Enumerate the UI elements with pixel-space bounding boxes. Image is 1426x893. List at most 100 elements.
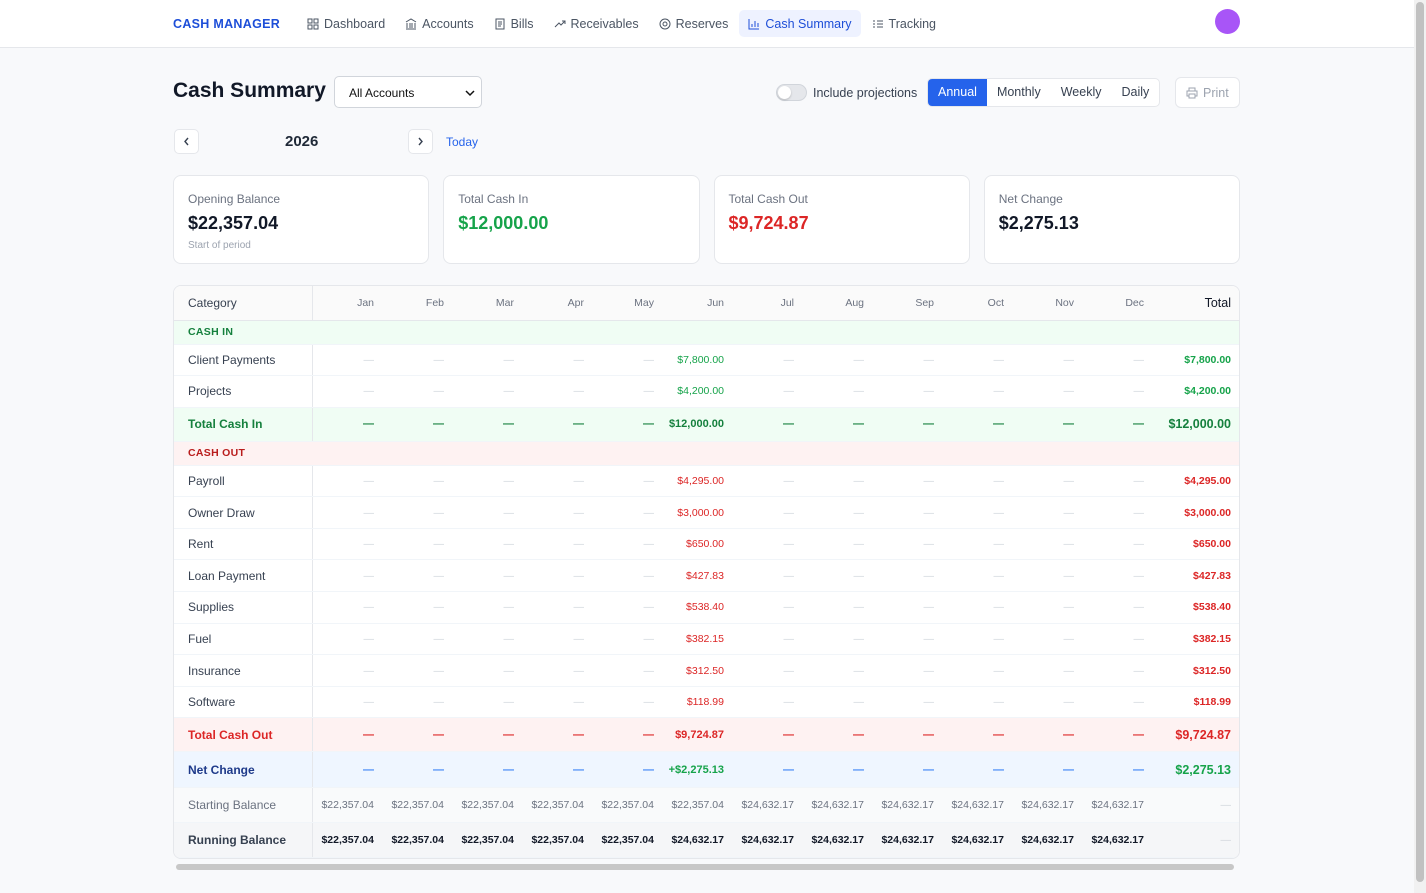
summary-card: Total Cash Out $9,724.87 bbox=[713, 175, 970, 264]
cell: — bbox=[452, 654, 522, 687]
cell: — bbox=[942, 559, 1012, 593]
header-row: Category Jan Feb Mar Apr May Jun Jul Aug Sep Oct No… bbox=[174, 286, 1239, 321]
cell: — bbox=[452, 344, 522, 377]
nav-label: Accounts bbox=[422, 16, 474, 31]
row-label: Insurance bbox=[174, 654, 313, 687]
nav-item[interactable]: Reserves bbox=[650, 10, 738, 37]
cell: — bbox=[312, 496, 382, 529]
cell: $4,295.00 bbox=[1152, 465, 1239, 498]
nav-label: Receivables bbox=[570, 16, 639, 31]
avatar[interactable] bbox=[1215, 9, 1240, 34]
today-link[interactable]: Today bbox=[446, 135, 479, 149]
cell: — bbox=[1012, 496, 1082, 529]
cell: $24,632.17 bbox=[662, 822, 732, 859]
cell: — bbox=[382, 717, 452, 753]
nav-item[interactable]: Accounts bbox=[396, 10, 482, 37]
section-row: CASH IN bbox=[174, 320, 1239, 345]
column-header: Dec bbox=[1082, 286, 1152, 321]
cell: — bbox=[1152, 787, 1239, 824]
cell: — bbox=[872, 407, 942, 442]
cell: $24,632.17 bbox=[1082, 822, 1152, 859]
period-tab[interactable]: Weekly bbox=[1060, 85, 1102, 99]
summary-card: Net Change $2,275.13 bbox=[983, 175, 1240, 264]
nav-item[interactable]: Dashboard bbox=[298, 10, 394, 37]
period-tab[interactable]: Daily bbox=[1121, 85, 1150, 99]
summary-cards: Opening Balance $22,357.04 Start of period… bbox=[173, 175, 1240, 264]
print-button[interactable]: Print bbox=[1175, 77, 1240, 108]
summary-card: Opening Balance $22,357.04 Start of period bbox=[173, 175, 430, 264]
cell: $538.40 bbox=[1152, 591, 1239, 624]
cell: — bbox=[592, 407, 662, 442]
cell: — bbox=[872, 591, 942, 624]
prev-year[interactable] bbox=[174, 129, 199, 154]
nav-items: Dashboard Accounts Bills Receivables Reserve… bbox=[298, 10, 945, 37]
cell: — bbox=[1082, 465, 1152, 498]
cell: — bbox=[1012, 654, 1082, 687]
cell: $12,000.00 bbox=[1152, 407, 1239, 442]
cell: $22,357.04 bbox=[592, 822, 662, 859]
cell: $24,632.17 bbox=[872, 822, 942, 859]
column-header: Jan bbox=[312, 286, 382, 321]
cell: $4,200.00 bbox=[662, 375, 732, 408]
chevron bbox=[465, 90, 475, 97]
cell: — bbox=[942, 375, 1012, 408]
cell: — bbox=[592, 528, 662, 561]
cell: — bbox=[1082, 375, 1152, 408]
brand[interactable]: CASH MANAGER bbox=[173, 17, 281, 31]
cell: $118.99 bbox=[1152, 686, 1239, 719]
data-row: Projects — — — — — $4,200.00— — — — — — $4,200.00 bbox=[174, 375, 1239, 408]
card-label: Total Cash In bbox=[458, 192, 529, 206]
cell: — bbox=[732, 465, 802, 498]
cell: — bbox=[1082, 686, 1152, 719]
select-text: All Accounts bbox=[349, 86, 415, 100]
cell: $22,357.04 bbox=[452, 787, 522, 824]
cell: — bbox=[522, 717, 592, 753]
nav-label: Bills bbox=[510, 16, 534, 31]
nav-item[interactable]: Bills bbox=[485, 10, 543, 37]
period-tab[interactable]: Annual bbox=[928, 79, 987, 106]
cell: — bbox=[452, 623, 522, 656]
cell: $22,357.04 bbox=[662, 787, 732, 824]
cell: — bbox=[942, 528, 1012, 561]
cell: $24,632.17 bbox=[732, 787, 802, 824]
total-row: Total Cash In — — — — — $12,000.00— — — — — — $12,00… bbox=[174, 407, 1239, 442]
cell: — bbox=[1082, 496, 1152, 529]
column-header: Aug bbox=[802, 286, 872, 321]
cell: — bbox=[1152, 822, 1239, 859]
row-label: Rent bbox=[174, 528, 313, 561]
data-row: Rent — — — — — $650.00— — — — — — $650.00 bbox=[174, 528, 1239, 561]
nav-item[interactable]: Receivables bbox=[545, 10, 648, 37]
cell: — bbox=[1012, 375, 1082, 408]
cell: — bbox=[802, 528, 872, 561]
nav-item[interactable]: Tracking bbox=[863, 10, 945, 37]
cell: — bbox=[1082, 559, 1152, 593]
account-select[interactable]: All Accounts bbox=[334, 76, 482, 108]
cell: — bbox=[802, 623, 872, 656]
cell: — bbox=[312, 528, 382, 561]
next-year[interactable] bbox=[408, 129, 433, 154]
cell: — bbox=[592, 591, 662, 624]
year: 2026 bbox=[285, 133, 319, 150]
projection-toggle[interactable] bbox=[776, 84, 807, 101]
cell: $24,632.17 bbox=[942, 822, 1012, 859]
cell: — bbox=[1082, 751, 1152, 789]
cell: — bbox=[802, 344, 872, 377]
top-nav: CASH MANAGER Dashboard Accounts Bills Recei… bbox=[0, 0, 1426, 48]
cell: — bbox=[522, 686, 592, 719]
cell: — bbox=[312, 717, 382, 753]
period-tab[interactable]: Monthly bbox=[996, 85, 1041, 99]
cell: — bbox=[1012, 751, 1082, 789]
cell: $24,632.17 bbox=[802, 822, 872, 859]
cell: — bbox=[732, 654, 802, 687]
cell: — bbox=[732, 496, 802, 529]
cell: — bbox=[312, 591, 382, 624]
cell: — bbox=[802, 686, 872, 719]
cell: — bbox=[592, 686, 662, 719]
table-body: CASH IN Client Payments — — — — — $7,800.00— — — —… bbox=[174, 320, 1239, 859]
cell: — bbox=[942, 465, 1012, 498]
cell: — bbox=[312, 559, 382, 593]
row-label: Starting Balance bbox=[174, 787, 313, 824]
cell: $2,275.13 bbox=[1152, 751, 1239, 789]
nav-item[interactable]: Cash Summary bbox=[739, 10, 861, 37]
